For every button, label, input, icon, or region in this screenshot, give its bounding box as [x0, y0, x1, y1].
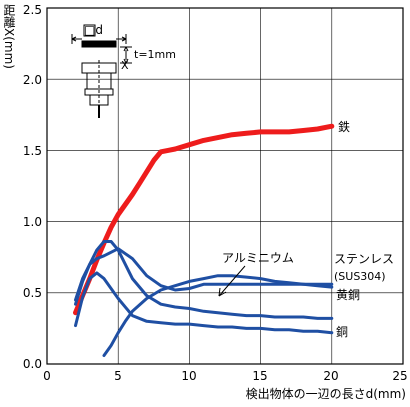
x-tick-label: 15: [252, 369, 267, 383]
x-tick-label: 0: [43, 369, 51, 383]
y-tick-label: 1.0: [23, 215, 42, 229]
inset-distance-x-label: X: [121, 59, 129, 72]
y-axis-label: 距離X(mm): [2, 4, 16, 69]
x-tick-label: 5: [114, 369, 122, 383]
series-line-brass: [74, 240, 334, 320]
inset-thickness-label: t=1mm: [134, 48, 176, 61]
series-line-aluminum: [102, 274, 334, 357]
inset-sensor-diagram: [71, 24, 132, 118]
x-tick-label: 10: [181, 369, 196, 383]
annotation-arrow: [218, 265, 246, 297]
annotation-aluminum: アルミニウム: [222, 251, 294, 265]
series-label-stainless: ステンレス: [334, 252, 394, 266]
x-tick-label: 20: [323, 369, 338, 383]
series-layer: [73, 123, 335, 357]
series-line-stainless: [74, 247, 334, 302]
x-axis-label: 検出物体の一辺の長さd(mm): [246, 387, 406, 401]
y-tick-labels: 0.0 0.5 1.0 1.5 2.0 2.5: [23, 3, 42, 371]
series-label-brass: 黄銅: [336, 288, 360, 302]
x-tick-labels: 0 5 10 15 20 25: [43, 369, 407, 383]
x-tick-label: 25: [392, 369, 407, 383]
inset-square-label: □d: [84, 23, 103, 37]
grid: [47, 8, 403, 364]
y-tick-label: 2.0: [23, 73, 42, 87]
series-label-iron: 鉄: [338, 119, 350, 134]
y-tick-label: 0.0: [23, 357, 42, 371]
y-tick-label: 2.5: [23, 3, 42, 17]
series-label-stainless-grade: (SUS304): [334, 270, 386, 283]
plot-frame: [46, 7, 404, 365]
y-tick-label: 1.5: [23, 144, 42, 158]
series-label-copper: 銅: [336, 325, 348, 339]
series-line-copper: [74, 271, 334, 335]
y-tick-label: 0.5: [23, 286, 42, 300]
